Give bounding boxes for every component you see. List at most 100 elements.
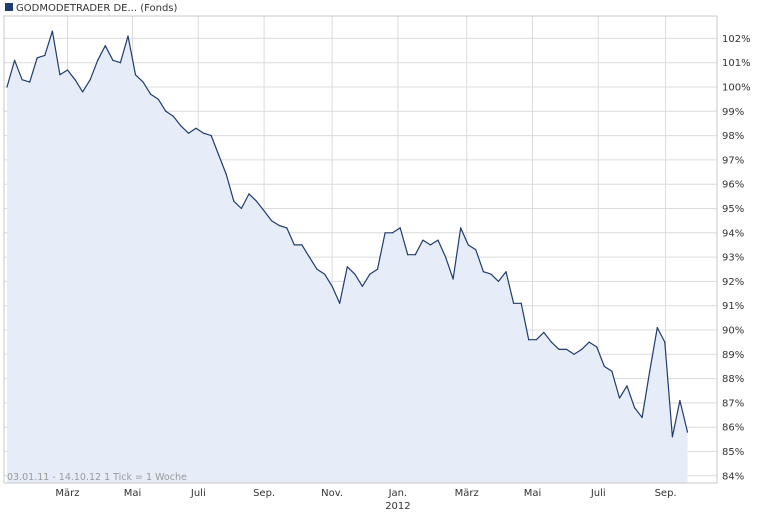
data-point (255, 200, 258, 202)
data-point (97, 59, 99, 61)
data-point (119, 62, 121, 64)
data-point (278, 224, 280, 227)
data-point (82, 91, 84, 93)
data-point (74, 79, 76, 81)
data-point (437, 239, 439, 241)
data-point (482, 271, 484, 273)
data-point (626, 385, 628, 387)
data-point (460, 227, 462, 229)
data-point (339, 302, 341, 304)
y-tick-label: 95% (722, 204, 744, 215)
data-point (671, 436, 674, 438)
x-tick-label: Jan. (388, 488, 408, 499)
y-tick-label: 91% (722, 301, 744, 312)
y-tick-label: 96% (722, 180, 744, 191)
data-point (225, 173, 227, 176)
data-point (104, 45, 106, 47)
data-point (520, 302, 522, 304)
data-point (29, 81, 31, 83)
y-tick-label: 90% (722, 326, 744, 337)
data-point (172, 115, 174, 117)
y-tick-label: 97% (722, 155, 744, 166)
x-tick-sublabel: 2012 (385, 501, 410, 512)
data-point (293, 244, 295, 246)
y-axis-tick-labels: 84% 85% 86% 87% 88% 89% 90% 91% 92% 93% 94% 95% 96% 9… (722, 34, 751, 482)
data-point (414, 254, 416, 256)
y-tick-label: 98% (722, 131, 744, 142)
data-point (346, 266, 348, 268)
data-point (445, 256, 447, 258)
data-point (324, 273, 326, 275)
y-tick-label: 85% (722, 447, 744, 458)
data-point (210, 135, 212, 137)
data-point (369, 273, 371, 275)
data-point (407, 254, 409, 256)
data-point (550, 341, 553, 343)
data-point (271, 220, 273, 222)
series-area-fill (7, 31, 688, 483)
data-point (611, 370, 613, 372)
data-points (6, 30, 689, 438)
data-point (233, 200, 235, 202)
data-point (679, 399, 681, 402)
data-point (203, 132, 205, 134)
y-tick-label: 101% (722, 58, 751, 69)
data-point (21, 79, 23, 81)
data-point (664, 341, 666, 343)
y-tick-label: 89% (722, 350, 744, 361)
data-point (422, 239, 424, 241)
data-point (475, 249, 477, 251)
data-point (513, 302, 515, 304)
data-point (66, 69, 69, 71)
data-point (565, 348, 568, 350)
y-tick-label: 86% (722, 423, 744, 434)
data-point (6, 86, 8, 88)
data-point (490, 273, 492, 275)
data-point (634, 407, 636, 409)
y-tick-label: 100% (722, 83, 751, 94)
legend-swatch (5, 3, 13, 11)
data-point (331, 285, 333, 287)
x-axis-tick-labels: März Mai Juli Sep. Nov. Jan. 2012 März Mai Juli Se… (55, 488, 676, 512)
y-tick-label: 93% (722, 253, 744, 264)
data-point (581, 348, 583, 350)
data-point (218, 154, 220, 156)
data-point (467, 244, 469, 246)
data-point (656, 327, 658, 329)
data-point (44, 54, 46, 57)
y-tick-label: 102% (722, 34, 751, 45)
y-tick-label: 84% (722, 471, 744, 482)
data-point (596, 346, 598, 348)
data-point (165, 110, 167, 112)
data-point (354, 273, 356, 275)
y-tick-label: 88% (722, 374, 744, 385)
data-point (361, 285, 363, 287)
data-point (618, 397, 621, 399)
y-tick-label: 92% (722, 277, 744, 288)
x-tick-label: März (455, 488, 479, 499)
data-point (399, 227, 401, 229)
data-point (157, 98, 159, 100)
data-point (573, 353, 575, 355)
data-point (59, 74, 61, 76)
x-tick-label: Mai (124, 488, 142, 499)
data-point (180, 125, 182, 127)
data-point (452, 278, 454, 280)
x-tick-label: März (55, 488, 79, 499)
data-point (263, 210, 265, 212)
data-point (384, 232, 386, 234)
plot-frame (3, 15, 718, 484)
data-point (316, 268, 318, 270)
data-point (195, 127, 197, 129)
data-point (187, 132, 190, 134)
y-tick-label: 94% (722, 228, 744, 239)
data-point (558, 348, 560, 350)
data-point (14, 59, 16, 61)
data-point (392, 232, 394, 234)
data-point (535, 339, 537, 341)
data-point (588, 341, 590, 343)
data-point (301, 244, 303, 246)
x-tick-label: Mai (524, 488, 542, 499)
data-point (248, 193, 250, 195)
data-point (286, 227, 288, 229)
